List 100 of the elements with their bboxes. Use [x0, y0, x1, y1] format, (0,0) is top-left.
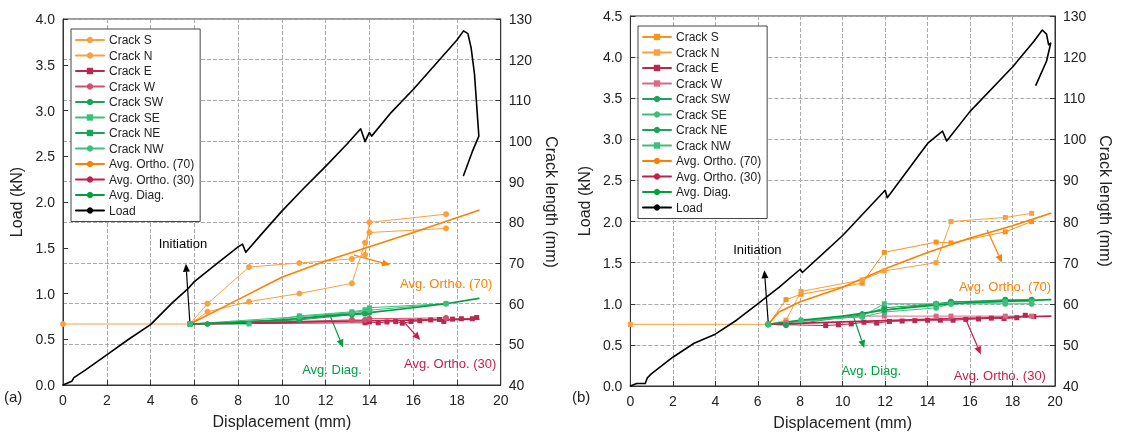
- legend-label: Avg. Ortho. (70): [676, 154, 762, 168]
- y-tick-label: 0.0: [35, 377, 56, 393]
- x-tick-label: 4: [146, 392, 155, 408]
- y-tick-label: 4.0: [602, 49, 623, 66]
- y-tick-label: 2.0: [35, 194, 56, 210]
- x-tick-label: 14: [919, 393, 936, 409]
- y2-tick-label: 50: [508, 336, 525, 353]
- annotation: Avg. Diag.: [841, 363, 902, 379]
- y2-tick-label: 40: [508, 377, 525, 393]
- legend-label: Avg. Ortho. (30): [109, 172, 195, 187]
- annotation: Avg. Ortho. (70): [958, 278, 1052, 294]
- legend-label: Crack E: [109, 64, 152, 78]
- y2-tick-label: 110: [508, 92, 532, 109]
- annotation: Avg. Ortho. (70): [399, 276, 493, 292]
- x-tick-label: 14: [361, 392, 378, 408]
- annotation: Initiation: [158, 235, 208, 251]
- y-tick-label: 0.0: [602, 378, 623, 394]
- legend-label: Load: [676, 200, 703, 215]
- legend-label: Crack NE: [676, 123, 728, 137]
- legend-label: Avg. Diag.: [109, 188, 165, 202]
- legend-label: Crack SW: [676, 92, 731, 106]
- y-tick-label: 2.5: [35, 148, 56, 165]
- legend-label: Crack W: [109, 79, 156, 94]
- legend-label: Crack N: [109, 48, 153, 63]
- legend-label: Crack S: [109, 33, 152, 47]
- y2-axis-title: Crack length (mm): [542, 136, 560, 268]
- x-tick-label: 18: [449, 392, 465, 408]
- x-tick-label: 20: [1047, 393, 1063, 409]
- y2-tick-label: 110: [1063, 90, 1086, 107]
- y2-tick-label: 80: [508, 214, 525, 231]
- y2-tick-label: 130: [508, 11, 533, 27]
- x-tick-label: 8: [796, 393, 805, 409]
- x-tick-label: 2: [102, 392, 111, 408]
- x-tick-label: 16: [405, 392, 422, 408]
- legend-label: Crack N: [676, 45, 720, 60]
- legend-label: Crack E: [676, 61, 719, 75]
- y2-axis-title: Crack length (mm): [1096, 135, 1114, 267]
- y2-tick-label: 60: [1063, 295, 1079, 312]
- x-tick-label: 0: [626, 393, 635, 409]
- legend-label: Load: [109, 203, 136, 218]
- y-tick-label: 0.5: [602, 336, 623, 353]
- x-tick-label: 20: [492, 392, 509, 408]
- y-tick-label: 4.5: [602, 8, 623, 24]
- legend-label: Avg. Ortho. (70): [109, 157, 195, 171]
- y2-tick-label: 60: [508, 295, 525, 312]
- annotation: Initiation: [733, 242, 782, 258]
- x-tick-label: 12: [317, 392, 334, 408]
- legend-label: Crack SE: [109, 110, 160, 125]
- y-tick-label: 2.0: [602, 213, 623, 230]
- y-tick-label: 1.0: [602, 295, 623, 312]
- x-tick-label: 18: [1004, 393, 1021, 409]
- x-tick-label: 16: [962, 393, 979, 409]
- legend-label: Avg. Ortho. (30): [676, 169, 762, 184]
- y-tick-label: 1.5: [35, 239, 56, 256]
- y2-tick-label: 70: [1063, 254, 1079, 271]
- annotation: Avg. Ortho. (30): [404, 356, 497, 372]
- text: (a): [4, 388, 23, 405]
- legend-label: Avg. Diag.: [676, 185, 732, 199]
- annotation: Avg. Ortho. (30): [953, 368, 1046, 384]
- x-tick-label: 10: [274, 392, 290, 408]
- x-tick-label: 12: [877, 393, 894, 409]
- y2-tick-label: 70: [508, 255, 525, 271]
- y2-tick-label: 100: [508, 133, 533, 149]
- legend-label: Crack NW: [109, 141, 165, 156]
- y2-tick-label: 90: [508, 173, 525, 190]
- text: (b): [572, 388, 591, 405]
- y2-tick-label: 120: [508, 51, 533, 68]
- x-tick-label: 0: [59, 392, 68, 408]
- y-tick-label: 4.0: [35, 11, 56, 27]
- x-tick-label: 6: [190, 392, 199, 408]
- legend-label: Crack NE: [109, 126, 161, 140]
- x-axis-title: Displacement (mm): [773, 413, 913, 431]
- x-tick-label: 10: [834, 393, 851, 409]
- y-axis-title: Load (kN): [575, 165, 593, 237]
- x-tick-label: 2: [668, 393, 677, 409]
- y2-tick-label: 80: [1063, 213, 1079, 230]
- annotation: Avg. Diag.: [302, 362, 362, 378]
- y-tick-label: 3.0: [35, 102, 56, 119]
- legend-label: Crack SW: [109, 95, 164, 109]
- x-tick-label: 8: [234, 392, 243, 408]
- y-tick-label: 3.0: [602, 131, 623, 148]
- y2-tick-label: 120: [1063, 49, 1087, 66]
- y-tick-label: 3.5: [35, 56, 56, 73]
- y2-tick-label: 130: [1063, 8, 1087, 24]
- x-axis-title: Displacement (mm): [212, 412, 352, 430]
- x-tick-label: 4: [711, 393, 720, 409]
- legend-label: Crack NW: [676, 138, 732, 153]
- y2-tick-label: 100: [1063, 131, 1087, 148]
- y-tick-label: 2.5: [602, 172, 623, 189]
- y-axis-title: Load (kN): [8, 166, 26, 238]
- y-tick-label: 0.5: [35, 331, 56, 348]
- y2-tick-label: 50: [1063, 336, 1079, 353]
- y2-tick-label: 90: [1063, 172, 1079, 189]
- legend-label: Crack SE: [676, 107, 727, 122]
- y-tick-label: 1.5: [602, 254, 623, 271]
- legend-label: Crack W: [676, 76, 723, 91]
- legend-label: Crack S: [676, 30, 719, 44]
- y-tick-label: 3.5: [602, 90, 623, 107]
- y-tick-label: 1.0: [35, 285, 56, 302]
- x-tick-label: 6: [753, 393, 762, 409]
